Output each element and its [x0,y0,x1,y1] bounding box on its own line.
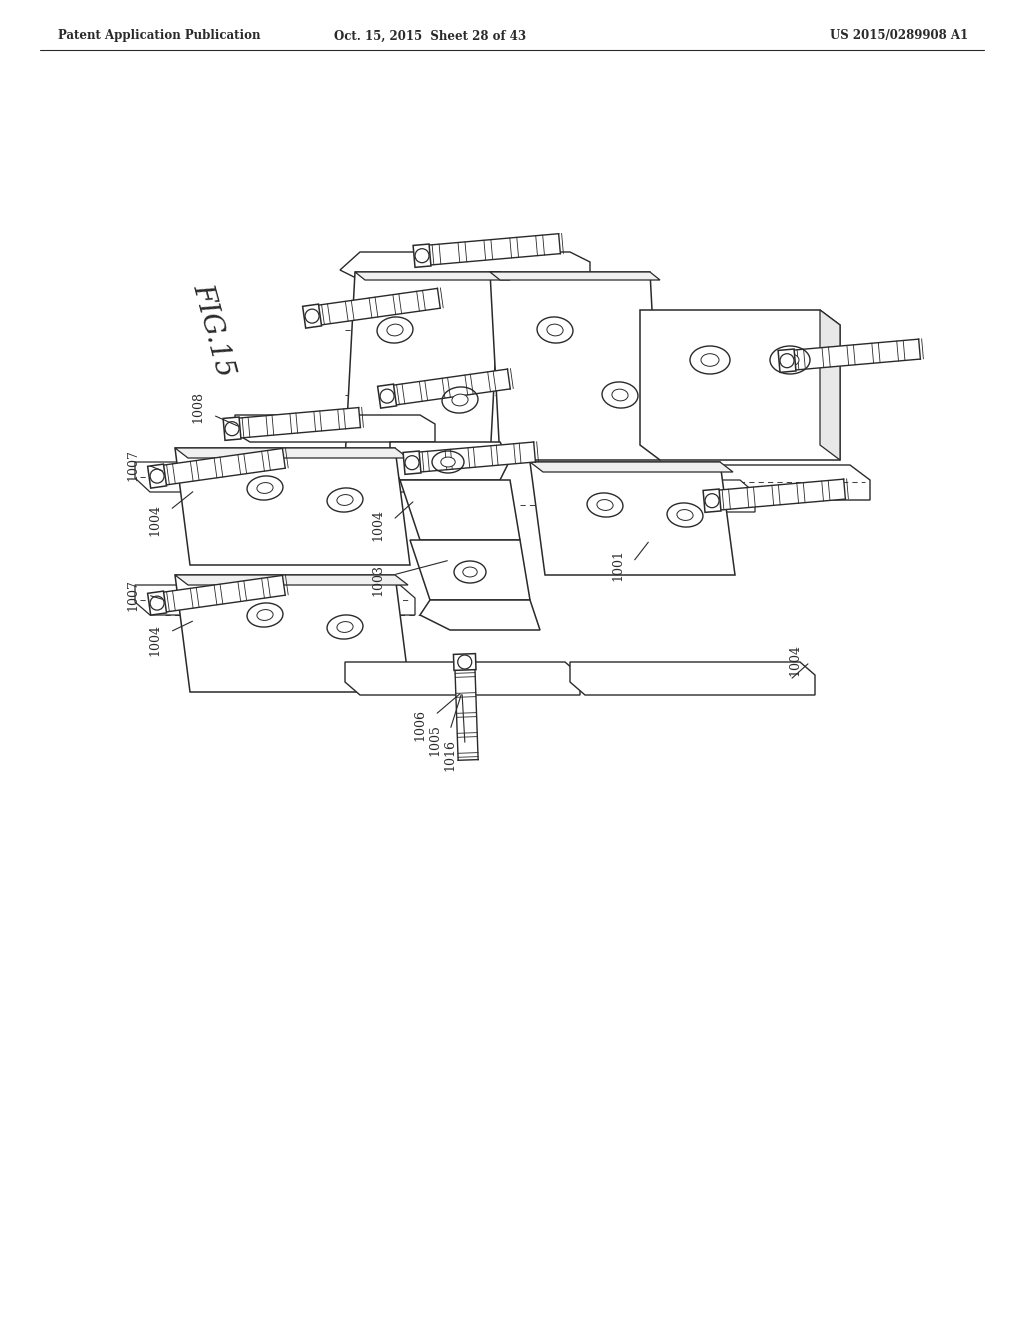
Polygon shape [570,663,815,696]
Polygon shape [340,252,590,280]
Polygon shape [429,234,560,265]
Ellipse shape [770,346,810,374]
Text: 1007: 1007 [127,449,139,480]
Polygon shape [147,465,167,488]
Ellipse shape [327,488,362,512]
Polygon shape [778,348,796,372]
Ellipse shape [677,510,693,520]
Text: 1004: 1004 [148,624,162,656]
Polygon shape [820,310,840,459]
Polygon shape [630,465,870,500]
Polygon shape [164,576,286,612]
Polygon shape [530,462,733,473]
Polygon shape [400,480,520,540]
Text: Patent Application Publication: Patent Application Publication [58,29,260,42]
Ellipse shape [706,494,719,508]
Polygon shape [223,417,241,441]
Polygon shape [345,272,500,459]
Ellipse shape [547,325,563,335]
Ellipse shape [612,389,628,401]
Polygon shape [545,480,755,512]
Text: US 2015/0289908 A1: US 2015/0289908 A1 [829,29,968,42]
Ellipse shape [458,655,472,669]
Text: 1007: 1007 [127,579,139,611]
Ellipse shape [337,622,353,632]
Polygon shape [147,591,167,615]
Polygon shape [135,462,415,492]
Polygon shape [420,601,540,630]
Ellipse shape [257,483,273,494]
Polygon shape [390,442,510,480]
Ellipse shape [406,455,419,470]
Polygon shape [175,576,410,692]
Text: 1006: 1006 [414,709,427,741]
Polygon shape [490,272,660,280]
Ellipse shape [257,610,273,620]
Ellipse shape [781,354,799,366]
Ellipse shape [701,354,719,366]
Polygon shape [175,447,408,458]
Ellipse shape [225,421,239,436]
Ellipse shape [432,451,464,473]
Polygon shape [795,339,921,370]
Polygon shape [345,663,580,696]
Text: 1001: 1001 [611,549,625,581]
Text: 1004: 1004 [788,644,802,676]
Ellipse shape [452,395,468,405]
Text: 1004: 1004 [372,510,384,541]
Ellipse shape [440,457,456,467]
Ellipse shape [327,615,362,639]
Ellipse shape [597,499,613,511]
Polygon shape [393,370,510,405]
Polygon shape [640,310,840,459]
Text: 1008: 1008 [191,391,205,422]
Ellipse shape [463,568,477,577]
Ellipse shape [780,354,794,368]
Polygon shape [355,272,510,280]
Ellipse shape [380,389,394,403]
Ellipse shape [337,495,353,506]
Ellipse shape [442,387,478,413]
Ellipse shape [537,317,573,343]
Polygon shape [455,669,478,760]
Ellipse shape [247,603,283,627]
Text: 1004: 1004 [148,504,162,536]
Ellipse shape [690,346,730,374]
Ellipse shape [667,503,702,527]
Polygon shape [454,653,476,671]
Polygon shape [703,488,721,512]
Ellipse shape [305,309,319,323]
Polygon shape [234,414,435,442]
Ellipse shape [587,492,623,517]
Polygon shape [410,540,530,601]
Polygon shape [135,585,415,615]
Text: Oct. 15, 2015  Sheet 28 of 43: Oct. 15, 2015 Sheet 28 of 43 [334,29,526,42]
Ellipse shape [415,248,429,263]
Ellipse shape [247,477,283,500]
Polygon shape [175,576,408,585]
Polygon shape [175,447,410,565]
Text: 1003: 1003 [372,564,384,597]
Ellipse shape [454,561,486,583]
Polygon shape [318,288,440,325]
Ellipse shape [377,317,413,343]
Ellipse shape [151,469,164,483]
Ellipse shape [387,325,403,335]
Polygon shape [403,451,421,474]
Polygon shape [490,272,660,459]
Text: 1005: 1005 [428,725,441,756]
Ellipse shape [151,597,164,610]
Text: FIG.15: FIG.15 [187,280,239,380]
Polygon shape [413,244,431,268]
Polygon shape [378,384,396,408]
Polygon shape [303,304,322,329]
Polygon shape [419,442,536,473]
Text: 1016: 1016 [443,739,457,771]
Polygon shape [164,449,286,484]
Polygon shape [530,462,735,576]
Polygon shape [240,408,360,438]
Polygon shape [719,479,846,510]
Ellipse shape [602,381,638,408]
